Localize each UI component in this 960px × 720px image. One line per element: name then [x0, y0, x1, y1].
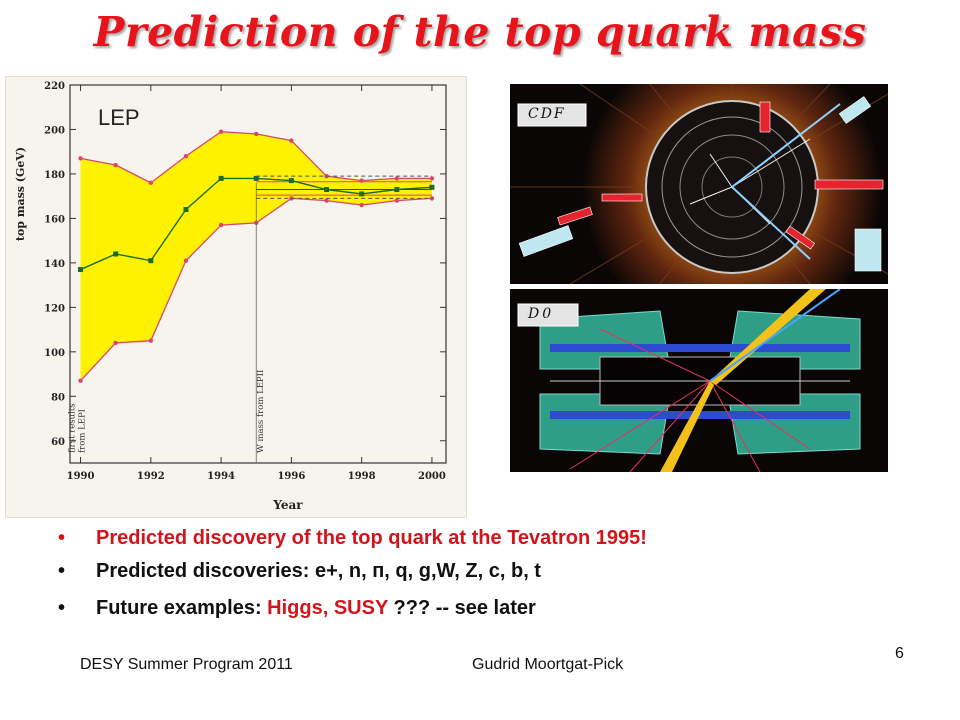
y-tick-label: 140: [44, 259, 65, 270]
x-tick-label: 1994: [207, 471, 235, 482]
bullet-symbol: •: [58, 527, 66, 549]
band-lower-point: [324, 198, 329, 203]
central-value-point: [78, 267, 84, 273]
footer-author: Gudrid Moortgat-Pick: [472, 656, 624, 673]
band-upper-point: [429, 176, 435, 181]
band-lower-point: [78, 378, 83, 383]
bullet-text: Predicted discoveries: e+, n, п, q, g,W,…: [96, 560, 541, 582]
x-tick-label: 2000: [418, 471, 446, 482]
central-value-point: [288, 178, 294, 184]
y-tick-label: 100: [44, 348, 65, 359]
cdf-label: CDF: [528, 106, 566, 122]
uncertainty-band: [80, 131, 432, 381]
y-tick-label: 160: [44, 214, 65, 225]
chart-svg: 60 80 100 120 140 160 180 200 220 1990 1992 1994 199…: [14, 81, 447, 512]
band-upper-point: [254, 131, 259, 137]
bullet-text-suffix: -- see later: [435, 597, 536, 619]
panel-label: LEP: [98, 105, 140, 130]
d0-event-display: D0: [510, 289, 888, 472]
bullet-item: • Future examples: Higgs, SUSY ??? -- se…: [58, 596, 938, 620]
footer-program: DESY Summer Program 2011: [80, 656, 293, 673]
y-tick-label: 80: [51, 392, 65, 403]
bullet-item: • Predicted discovery of the top quark a…: [58, 526, 938, 550]
band-lower-point: [359, 202, 364, 208]
annotation-first-results: first results: [68, 403, 78, 453]
bullet-list: • Predicted discovery of the top quark a…: [58, 526, 938, 620]
central-value-point: [359, 191, 365, 197]
band-upper-point: [394, 176, 400, 181]
band-lower-point: [183, 258, 189, 263]
x-axis-label: Year: [272, 498, 303, 512]
band-lower-point: [148, 338, 154, 343]
band-upper-point: [218, 129, 224, 134]
central-value-point: [113, 251, 119, 257]
central-value-point: [148, 258, 154, 264]
central-value-point: [324, 187, 330, 193]
x-tick-label: 1998: [348, 471, 376, 482]
band-lower-point: [218, 222, 224, 228]
central-value-point: [218, 175, 224, 181]
y-tick-label: 60: [51, 437, 65, 448]
y-axis-label: top mass (GeV): [14, 147, 27, 241]
y-tick-label: 120: [44, 303, 65, 314]
plot-frame: [69, 84, 447, 464]
band-upper-point: [113, 162, 118, 168]
cdf-event-graphic: [510, 84, 888, 284]
bullet-symbol: •: [58, 597, 66, 619]
x-tick-label: 1992: [137, 471, 165, 482]
d0-event-graphic: [510, 289, 888, 472]
central-value-point: [183, 207, 189, 213]
bullet-text-highlight: Higgs, SUSY: [267, 597, 388, 619]
bullet-item: • Predicted discoveries: e+, n, п, q, g,…: [58, 559, 938, 583]
slide-title: Prediction of the top quark mass: [93, 8, 867, 56]
band-lower-point: [394, 198, 400, 203]
x-tick-label: 1990: [67, 471, 95, 482]
y-tick-label: 180: [44, 170, 65, 181]
page-number: 6: [895, 645, 904, 662]
top-mass-chart: 60 80 100 120 140 160 180 200 220 1990 1992 1994 199…: [5, 76, 467, 518]
central-value-point: [394, 187, 400, 193]
central-value-point: [253, 175, 259, 181]
central-value-point: [429, 184, 435, 190]
annotation-first-results: from LEPI: [78, 409, 88, 453]
band-upper-point: [183, 153, 189, 159]
bullet-text-prefix: Future examples:: [96, 597, 268, 619]
band-lower-point: [113, 340, 118, 346]
bullet-symbol: •: [58, 560, 66, 582]
band-upper-point: [78, 156, 83, 161]
bullet-text-question: ???: [387, 597, 436, 619]
annotation-w-mass: W mass from LEPII: [256, 370, 266, 453]
y-tick-label: 200: [44, 125, 65, 136]
band-upper-point: [289, 138, 294, 143]
bullet-text: Predicted discovery of the top quark at …: [96, 527, 647, 549]
band-upper-point: [148, 180, 154, 186]
cdf-event-display: CDF: [510, 84, 888, 284]
d0-label: D0: [528, 306, 555, 322]
x-tick-label: 1996: [277, 471, 305, 482]
y-tick-label: 220: [44, 81, 65, 92]
